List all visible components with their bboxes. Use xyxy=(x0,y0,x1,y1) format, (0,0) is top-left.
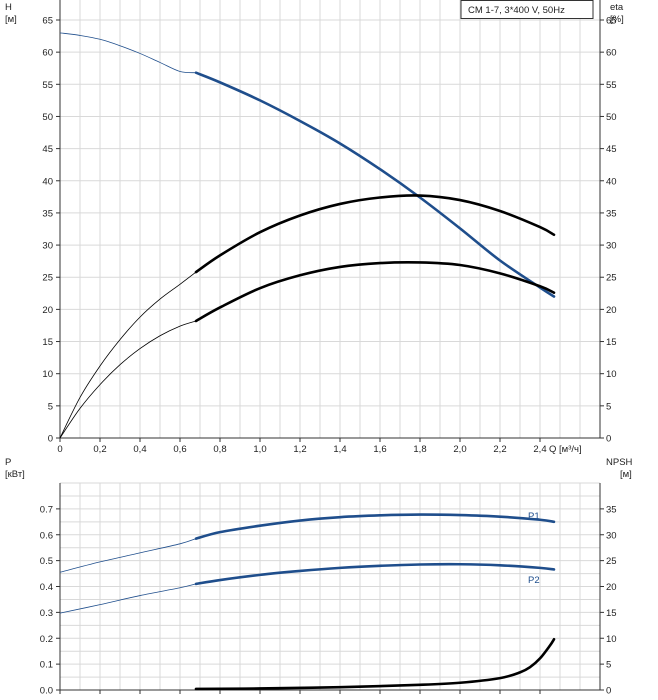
npsh-tick-label: 20 xyxy=(606,582,617,593)
x-tick-label: 2,2 xyxy=(493,444,506,455)
y2-tick-label: 15 xyxy=(606,337,617,348)
y2-tick-label: 0 xyxy=(606,434,611,445)
p-tick-label: 0.2 xyxy=(40,634,53,645)
series-efficiency-2-extrapolated xyxy=(59,320,197,439)
bottom-chart-grid: 0.0 0.1 0.2 0.3 0.4 0.5 0.6 0.7 0 5 10 15 20 25 30 35 xyxy=(40,482,617,697)
y-tick-label: 35 xyxy=(42,208,53,219)
series-P2-extrapolated xyxy=(59,583,197,614)
y-tick-label: 20 xyxy=(42,305,53,316)
y2-tick-label: 65 xyxy=(606,16,617,27)
y2-tick-label: 60 xyxy=(606,48,617,59)
npsh-tick-label: 25 xyxy=(606,556,617,567)
x-tick-label: 1,2 xyxy=(293,444,306,455)
y-tick-label: 60 xyxy=(42,48,53,59)
bottom-chart-series xyxy=(59,513,556,691)
y-tick-label: 55 xyxy=(42,80,53,91)
series-efficiency-2 xyxy=(194,260,556,323)
npsh-tick-label: 15 xyxy=(606,608,617,619)
y2-tick-label: 45 xyxy=(606,144,617,155)
y-axis-title-p: P xyxy=(5,457,11,468)
series-head-0-extrapolated xyxy=(59,32,197,74)
y2-tick-label: 10 xyxy=(606,369,617,380)
y-tick-label: 15 xyxy=(42,337,53,348)
y2-axis-unit-eta: [%] xyxy=(610,14,624,25)
chart-legend: CM 1-7, 3*400 V, 50Hz xyxy=(460,0,594,19)
y2-tick-label: 20 xyxy=(606,305,617,316)
series-P2 xyxy=(194,562,556,586)
y2-axis-title-eta: eta xyxy=(610,2,624,13)
top-chart-series xyxy=(59,32,556,439)
x-tick-label: 0,8 xyxy=(213,444,226,455)
y-axis-unit-h: [м] xyxy=(5,14,17,25)
x-tick-label: 0,6 xyxy=(173,444,186,455)
p-tick-label: 0.6 xyxy=(40,530,53,541)
series-label-p1: P1 xyxy=(528,511,540,522)
series-P1-extrapolated xyxy=(59,538,197,573)
legend-box xyxy=(460,0,594,19)
x-tick-label: 0,2 xyxy=(93,444,106,455)
y2-tick-label: 25 xyxy=(606,273,617,284)
p-tick-label: 0.3 xyxy=(40,608,53,619)
y2-axis-unit-npsh: [м] xyxy=(620,469,632,480)
npsh-tick-label: 10 xyxy=(606,634,617,645)
x-tick-label: 1,6 xyxy=(373,444,386,455)
y-tick-label: 50 xyxy=(42,112,53,123)
p-tick-label: 0.4 xyxy=(40,582,53,593)
series-npsh xyxy=(194,637,556,691)
x-tick-label: 1,0 xyxy=(253,444,266,455)
y2-tick-label: 50 xyxy=(606,112,617,123)
x-tick-label: 0 xyxy=(57,444,62,455)
series-head-0 xyxy=(194,71,556,298)
x-axis-title-q: Q [м³/ч] xyxy=(549,444,582,455)
npsh-tick-label: 30 xyxy=(606,530,617,541)
y2-tick-label: 40 xyxy=(606,176,617,187)
series-efficiency-1 xyxy=(194,194,556,274)
y2-axis-title-npsh: NPSH xyxy=(606,457,633,468)
y-axis-title-h: H xyxy=(5,2,12,13)
x-tick-label: 0,4 xyxy=(133,444,146,455)
y-axis-unit-p: [кВт] xyxy=(5,469,25,480)
y2-tick-label: 5 xyxy=(606,401,611,412)
series-efficiency-1-extrapolated xyxy=(59,271,197,439)
x-tick-label: 2,0 xyxy=(453,444,466,455)
y-tick-label: 30 xyxy=(42,241,53,252)
p-tick-label: 0.0 xyxy=(40,686,53,697)
npsh-tick-label: 0 xyxy=(606,686,611,697)
p-tick-label: 0.1 xyxy=(40,660,53,671)
npsh-tick-label: 5 xyxy=(606,660,611,671)
legend-label: CM 1-7, 3*400 V, 50Hz xyxy=(468,5,565,16)
p-tick-label: 0.5 xyxy=(40,556,53,567)
y-tick-label: 45 xyxy=(42,144,53,155)
y2-tick-label: 35 xyxy=(606,208,617,219)
y-tick-label: 10 xyxy=(42,369,53,380)
series-P1 xyxy=(194,513,556,540)
x-tick-label: 1,4 xyxy=(333,444,346,455)
p-tick-label: 0.7 xyxy=(40,504,53,515)
x-tick-label: 1,8 xyxy=(413,444,426,455)
y2-tick-label: 30 xyxy=(606,241,617,252)
npsh-tick-label: 35 xyxy=(606,504,617,515)
y-tick-label: 65 xyxy=(42,16,53,27)
y-tick-label: 0 xyxy=(48,434,53,445)
x-tick-label: 2,4 xyxy=(533,444,546,455)
y-tick-label: 5 xyxy=(48,401,53,412)
series-label-p2: P2 xyxy=(528,575,540,586)
y2-tick-label: 55 xyxy=(606,80,617,91)
y-tick-label: 25 xyxy=(42,273,53,284)
y-tick-label: 40 xyxy=(42,176,53,187)
